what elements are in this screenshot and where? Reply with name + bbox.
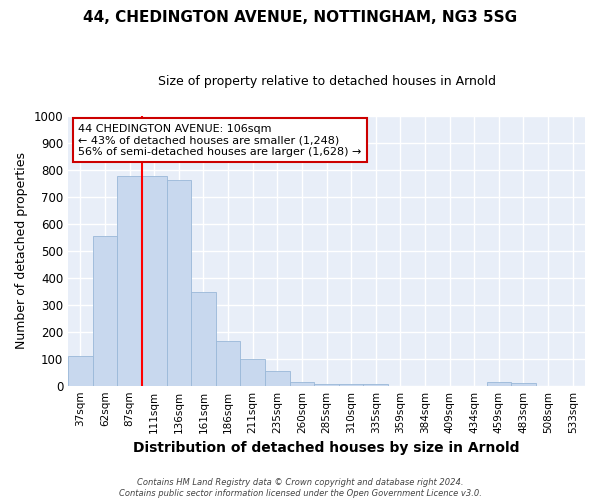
Text: 44 CHEDINGTON AVENUE: 106sqm
← 43% of detached houses are smaller (1,248)
56% of: 44 CHEDINGTON AVENUE: 106sqm ← 43% of de… (79, 124, 362, 157)
Bar (487, 382, 511, 386)
Bar (364, 384, 388, 386)
Bar (142, 176, 167, 386)
Bar (216, 341, 241, 386)
Bar (241, 358, 265, 386)
X-axis label: Distribution of detached houses by size in Arnold: Distribution of detached houses by size … (133, 441, 520, 455)
Bar (290, 382, 314, 386)
Bar (68, 356, 92, 386)
Bar (191, 292, 216, 386)
Text: Contains HM Land Registry data © Crown copyright and database right 2024.
Contai: Contains HM Land Registry data © Crown c… (119, 478, 481, 498)
Bar (92, 236, 117, 386)
Bar (339, 384, 364, 386)
Y-axis label: Number of detached properties: Number of detached properties (15, 152, 28, 349)
Bar (314, 384, 339, 386)
Bar (167, 180, 191, 386)
Title: Size of property relative to detached houses in Arnold: Size of property relative to detached ho… (158, 75, 496, 88)
Bar (265, 371, 290, 386)
Text: 44, CHEDINGTON AVENUE, NOTTINGHAM, NG3 5SG: 44, CHEDINGTON AVENUE, NOTTINGHAM, NG3 5… (83, 10, 517, 25)
Bar (511, 383, 536, 386)
Bar (117, 176, 142, 386)
